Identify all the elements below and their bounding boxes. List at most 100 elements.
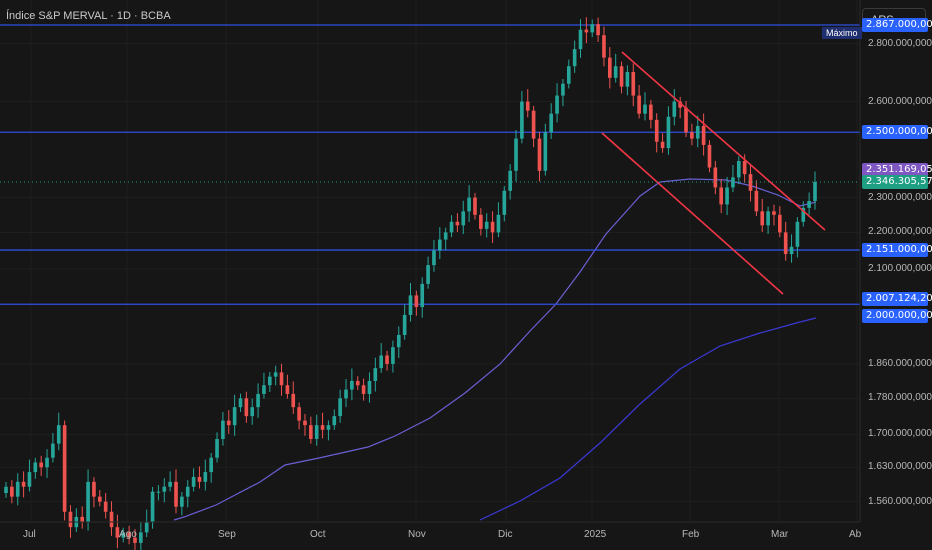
candle bbox=[695, 115, 700, 148]
candle bbox=[408, 282, 413, 322]
candle-body bbox=[367, 380, 372, 394]
candle bbox=[543, 123, 548, 176]
candle bbox=[4, 482, 8, 498]
candle-body bbox=[226, 420, 231, 426]
candle-body bbox=[408, 295, 413, 315]
candle-body bbox=[185, 486, 190, 497]
candle-body bbox=[338, 398, 342, 417]
candle-body bbox=[555, 95, 559, 114]
candle-body bbox=[139, 532, 143, 543]
candle bbox=[426, 256, 430, 289]
candle bbox=[678, 96, 682, 119]
x-tick-label: Dic bbox=[498, 529, 513, 540]
candle-body bbox=[508, 170, 512, 191]
candle-body bbox=[355, 380, 360, 386]
price-tag-ma: 2.351.169,058 bbox=[862, 163, 932, 178]
candle-body bbox=[690, 132, 694, 139]
candle bbox=[256, 383, 260, 418]
candle bbox=[139, 521, 143, 550]
candle bbox=[578, 19, 583, 58]
horizontal-levels[interactable] bbox=[0, 24, 860, 305]
candle bbox=[250, 398, 255, 425]
candle-body bbox=[27, 472, 32, 487]
candle bbox=[625, 65, 630, 96]
candle-body bbox=[385, 355, 389, 364]
x-tick-label: 2025 bbox=[584, 529, 607, 540]
candle-body bbox=[414, 295, 419, 308]
candle bbox=[654, 113, 659, 153]
candle-body bbox=[789, 246, 794, 255]
candle bbox=[590, 19, 595, 38]
price-tag-level: 2.007.124,205 bbox=[862, 292, 932, 307]
candle-body bbox=[39, 462, 43, 468]
candle bbox=[455, 213, 460, 233]
candle-body bbox=[133, 537, 137, 543]
candle bbox=[778, 206, 782, 238]
candle bbox=[21, 471, 26, 498]
x-tick-label: Mar bbox=[771, 529, 789, 540]
candle-body bbox=[778, 214, 782, 233]
candle-body bbox=[608, 57, 612, 78]
candle bbox=[45, 449, 49, 478]
candle bbox=[561, 79, 565, 107]
candle bbox=[537, 131, 542, 182]
candle-body bbox=[566, 66, 571, 84]
candle bbox=[355, 376, 360, 390]
candle-body bbox=[115, 527, 120, 538]
candle-body bbox=[314, 425, 319, 439]
candle bbox=[174, 469, 178, 514]
candle bbox=[232, 394, 237, 436]
candle bbox=[473, 192, 477, 220]
candle bbox=[121, 527, 126, 543]
candle bbox=[754, 180, 759, 217]
candle-body bbox=[391, 347, 395, 364]
descending-channel[interactable] bbox=[601, 51, 826, 295]
candle-body bbox=[531, 110, 536, 139]
candle bbox=[549, 103, 554, 139]
candle bbox=[613, 53, 618, 83]
candle-body bbox=[432, 250, 436, 266]
candle bbox=[783, 221, 788, 261]
x-tick-label: Sep bbox=[218, 529, 236, 540]
candle-body bbox=[326, 425, 331, 430]
candle-body bbox=[813, 181, 817, 202]
y-tick-label: 1.780.000,000 bbox=[868, 392, 932, 404]
candle-body bbox=[203, 472, 208, 482]
candle bbox=[672, 89, 677, 126]
candle bbox=[725, 176, 729, 216]
candle bbox=[414, 290, 419, 316]
candle-body bbox=[795, 221, 800, 247]
candle bbox=[631, 63, 636, 107]
candle-body bbox=[625, 72, 630, 87]
candle bbox=[373, 357, 378, 392]
candle-body bbox=[168, 481, 172, 487]
candle-body bbox=[97, 496, 102, 502]
candle bbox=[62, 420, 67, 521]
candle bbox=[273, 365, 278, 386]
y-tick-label: 2.200.000,000 bbox=[868, 226, 932, 238]
price-tag-level: 2.867.000,000 bbox=[862, 18, 932, 32]
y-tick-label: 1.630.000,000 bbox=[868, 461, 932, 473]
candle bbox=[766, 206, 770, 234]
candle bbox=[33, 457, 38, 479]
candle bbox=[115, 514, 120, 549]
candle-body bbox=[496, 214, 501, 233]
candle-body bbox=[437, 239, 442, 251]
candle bbox=[649, 99, 653, 129]
candle bbox=[68, 505, 73, 538]
candle bbox=[320, 412, 325, 439]
candle bbox=[262, 372, 266, 399]
candle-body bbox=[56, 425, 61, 444]
candle bbox=[144, 509, 149, 538]
candle bbox=[285, 374, 290, 399]
candle bbox=[267, 371, 272, 392]
candle-body bbox=[361, 385, 366, 394]
candle-body bbox=[420, 283, 425, 308]
y-tick-label: 2.600.000,000 bbox=[868, 95, 932, 107]
candle-body bbox=[643, 104, 647, 114]
candle-body bbox=[197, 476, 202, 482]
candle-body bbox=[584, 29, 589, 33]
candle bbox=[385, 350, 389, 371]
candle bbox=[203, 459, 208, 491]
